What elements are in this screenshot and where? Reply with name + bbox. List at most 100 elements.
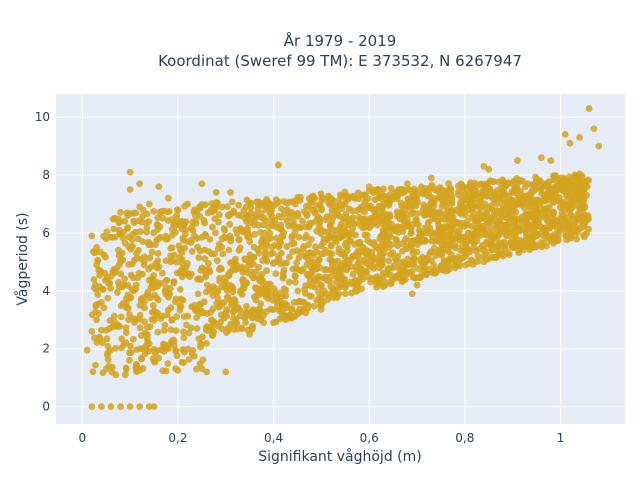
cloud-point — [122, 365, 130, 373]
cloud-point — [143, 210, 151, 218]
cloud-point — [138, 270, 146, 278]
cloud-point — [484, 179, 492, 187]
cloud-point — [270, 285, 278, 293]
cloud-point — [407, 243, 415, 251]
cloud-point — [474, 252, 482, 260]
cloud-point — [484, 190, 491, 198]
cloud-point — [547, 192, 554, 200]
data-point-5 — [136, 403, 144, 411]
cloud-point — [440, 223, 448, 231]
cloud-point — [311, 209, 319, 217]
cloud-point — [487, 202, 494, 210]
cloud-point — [311, 283, 319, 291]
data-point-4 — [126, 403, 134, 411]
cloud-point — [322, 265, 329, 273]
cloud-point — [187, 270, 195, 278]
cloud-point — [567, 211, 575, 219]
cloud-point — [261, 246, 269, 254]
y-axis-ticks: 0 2 4 6 8 10 — [35, 110, 50, 413]
cloud-point — [473, 224, 480, 232]
cloud-point — [543, 242, 550, 250]
cloud-point — [244, 233, 251, 241]
cloud-point — [542, 229, 550, 237]
cloud-point — [376, 264, 384, 272]
cloud-point — [130, 217, 138, 225]
cloud-point — [201, 255, 209, 263]
cloud-point — [283, 206, 291, 214]
cloud-point — [395, 274, 403, 282]
data-point-27 — [365, 183, 373, 191]
cloud-point — [345, 205, 353, 213]
cloud-point — [130, 209, 138, 217]
cloud-point — [350, 220, 358, 228]
data-point-51 — [294, 310, 301, 318]
data-point-67 — [98, 299, 105, 306]
cloud-point — [328, 200, 336, 208]
cloud-point — [193, 235, 201, 242]
cloud-point — [466, 200, 474, 208]
cloud-point — [560, 211, 568, 219]
cloud-point — [376, 251, 384, 259]
cloud-point — [402, 235, 410, 242]
cloud-point — [575, 225, 583, 233]
cloud-point — [189, 227, 197, 234]
cloud-point — [510, 231, 518, 239]
cloud-point — [414, 265, 422, 272]
cloud-point — [294, 287, 302, 295]
cloud-point — [345, 237, 353, 245]
cloud-point — [548, 220, 556, 228]
data-point-25 — [274, 161, 282, 169]
cloud-point — [277, 205, 285, 213]
cloud-point — [261, 229, 269, 237]
cloud-point — [266, 210, 274, 218]
cloud-point — [170, 337, 178, 345]
cloud-point — [95, 334, 103, 342]
cloud-point — [154, 221, 161, 229]
cloud-point — [146, 254, 154, 262]
data-point-54 — [509, 244, 517, 251]
data-point-73 — [356, 267, 364, 274]
cloud-point — [551, 188, 559, 196]
data-point-40 — [174, 367, 182, 374]
cloud-point — [572, 187, 580, 195]
cloud-point — [241, 256, 249, 264]
cloud-point — [461, 251, 469, 258]
data-point-13 — [102, 365, 110, 373]
cloud-point — [477, 180, 485, 188]
cloud-point — [283, 243, 291, 250]
x-tick-label: 0,2 — [168, 431, 187, 445]
cloud-point — [178, 358, 186, 366]
cloud-point — [283, 259, 290, 267]
data-point-7 — [150, 403, 158, 411]
cloud-point — [563, 236, 571, 244]
cloud-point — [373, 273, 381, 281]
data-point-33 — [566, 139, 574, 147]
cloud-point — [171, 298, 179, 306]
cloud-point — [177, 295, 185, 303]
cloud-point — [188, 248, 196, 255]
cloud-point — [420, 263, 427, 271]
cloud-point — [109, 215, 117, 223]
cloud-point — [274, 252, 282, 260]
y-tick-label: 10 — [35, 110, 50, 124]
cloud-point — [477, 205, 485, 213]
cloud-point — [398, 267, 406, 275]
cloud-point — [168, 316, 176, 323]
data-point-36 — [585, 105, 593, 112]
cloud-point — [116, 230, 124, 238]
cloud-point — [280, 285, 288, 293]
cloud-point — [258, 213, 266, 221]
cloud-point — [434, 238, 442, 245]
cloud-point — [197, 308, 205, 315]
cloud-point — [344, 230, 352, 238]
cloud-point — [524, 221, 531, 228]
cloud-point — [578, 201, 586, 209]
cloud-point — [483, 231, 490, 239]
cloud-point — [133, 364, 141, 371]
cloud-point — [378, 234, 386, 241]
cloud-point — [177, 246, 184, 254]
cloud-point — [129, 274, 137, 282]
x-axis-ticks: 0 0,2 0,4 0,6 0,8 1 — [78, 431, 564, 445]
cloud-point — [338, 205, 346, 213]
data-point-19 — [145, 200, 153, 208]
